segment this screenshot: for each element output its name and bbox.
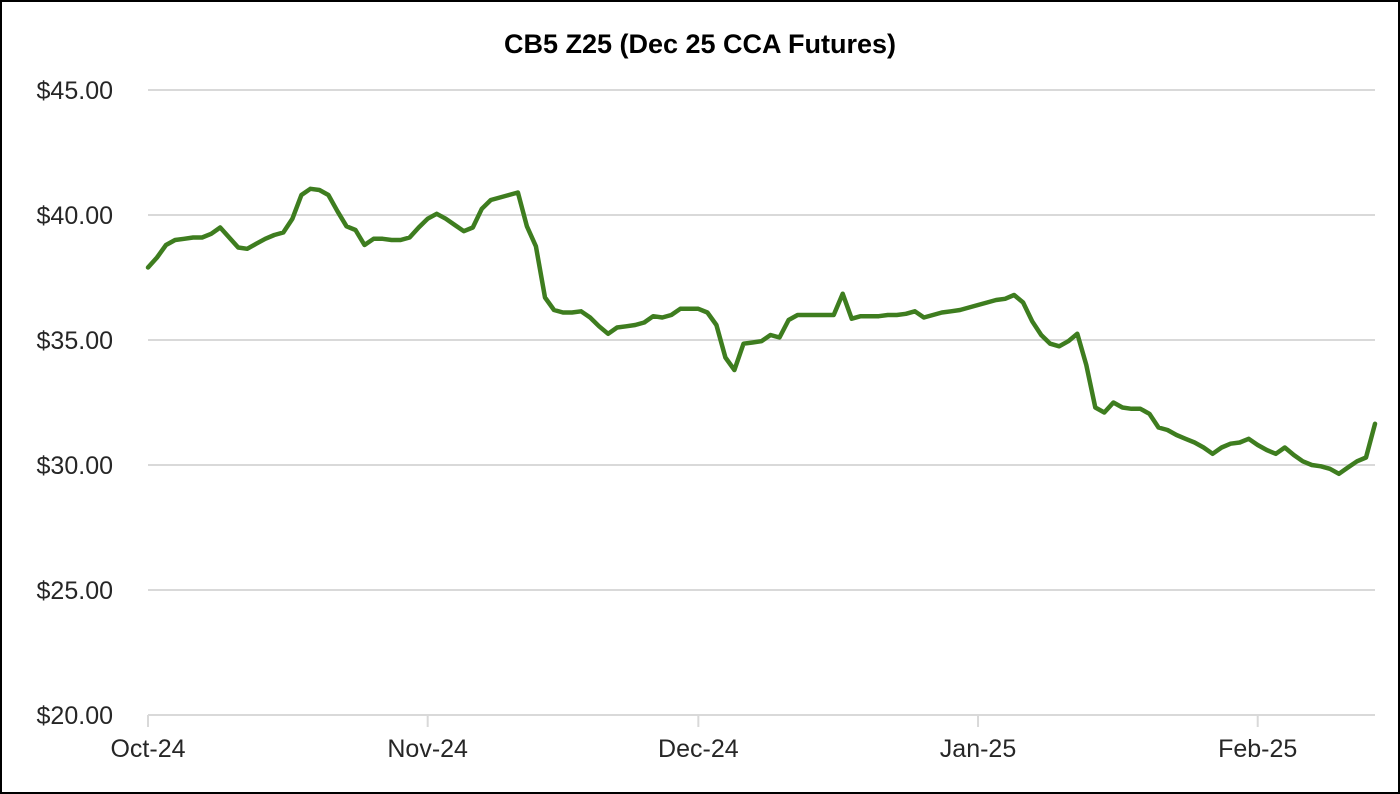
x-tick-label-Oct-24: Oct-24: [110, 735, 185, 763]
y-tick-label-20: $20.00: [37, 702, 113, 730]
x-tick-label-Dec-24: Dec-24: [658, 735, 739, 763]
gridlines: [148, 89, 1375, 716]
x-tick-label-Jan-25: Jan-25: [940, 735, 1016, 763]
price-series-line: [145, 186, 1378, 477]
x-tick-label-Feb-25: Feb-25: [1218, 735, 1297, 763]
y-tick-label-35: $35.00: [37, 327, 113, 355]
x-axis: [147, 715, 1259, 727]
y-tick-label-40: $40.00: [37, 202, 113, 230]
x-axis-labels: Oct-24 Nov-24 Dec-24 Jan-25 Feb-25: [110, 735, 1297, 763]
y-axis-labels: $45.00 $40.00 $35.00 $30.00 $25.00 $20.00: [37, 77, 113, 730]
y-tick-label-45: $45.00: [37, 77, 113, 105]
y-tick-label-30: $30.00: [37, 452, 113, 480]
y-tick-label-25: $25.00: [37, 577, 113, 605]
x-tick-label-Nov-24: Nov-24: [387, 735, 468, 763]
chart-title: CB5 Z25 (Dec 25 CCA Futures): [504, 29, 896, 59]
